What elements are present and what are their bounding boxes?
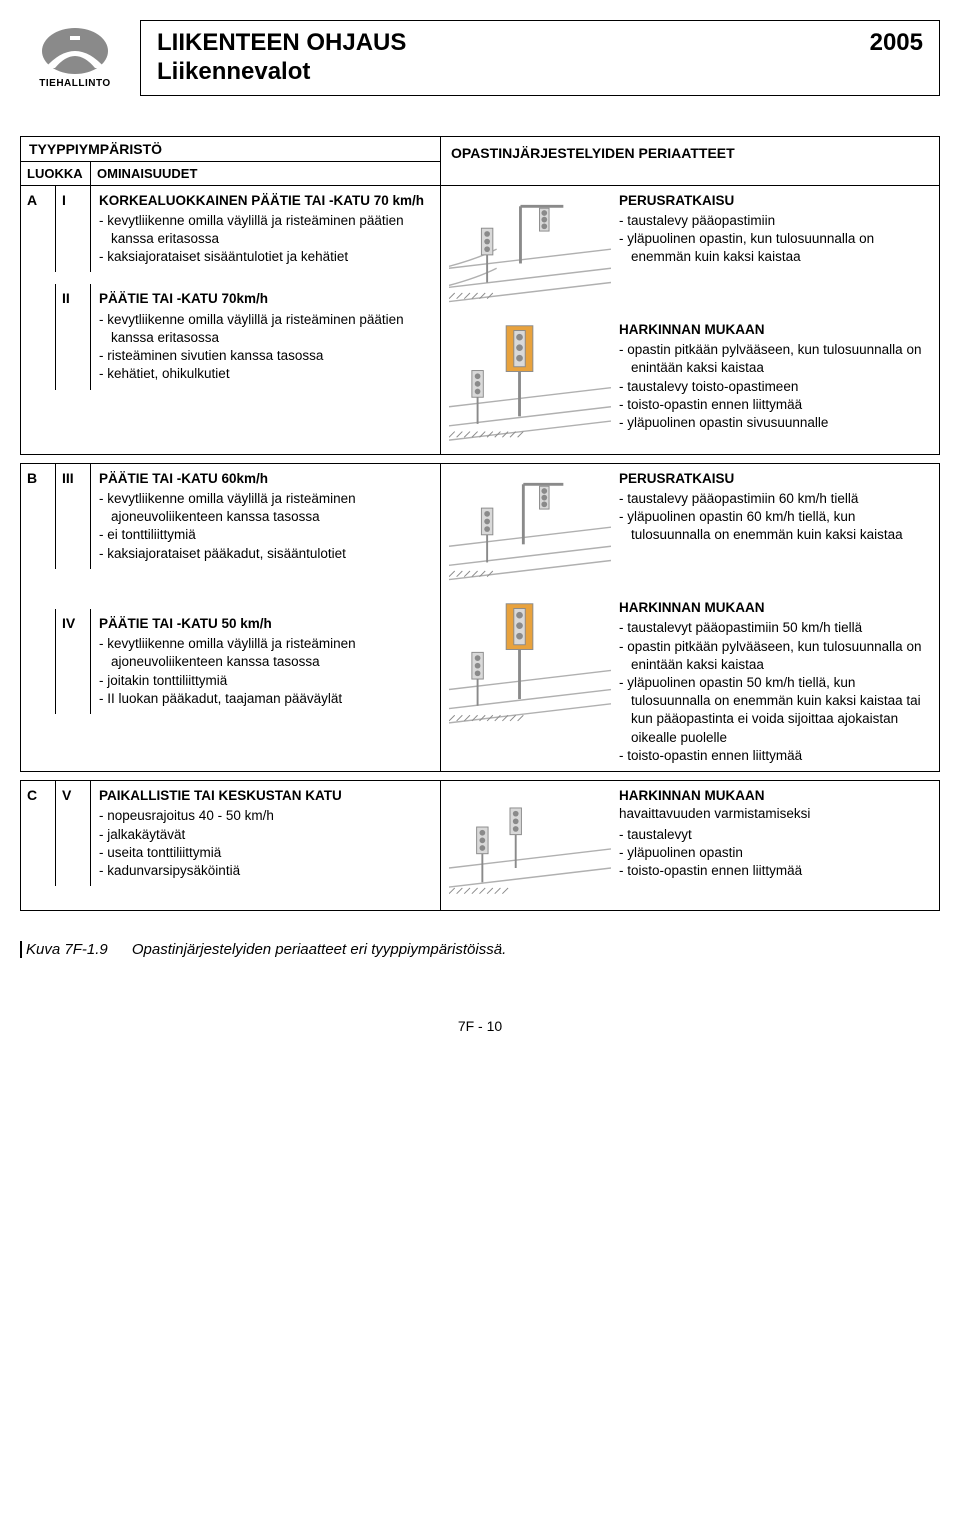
list-item: - nopeusrajoitus 40 - 50 km/h bbox=[99, 807, 432, 825]
title-line1: LIIKENTEEN OHJAUS bbox=[157, 29, 406, 56]
page-header: TIEHALLINTO LIIKENTEEN OHJAUS Liikenneva… bbox=[20, 20, 940, 96]
list-item: - yläpuolinen opastin sivusuunnalle bbox=[619, 414, 931, 432]
section-c: C V PAIKALLISTIE TAI KESKUSTAN KATU - no… bbox=[20, 780, 940, 911]
list-item: - kaksiajorataiset sisääntulotiet ja keh… bbox=[99, 248, 432, 266]
ominaisuudet-heading: OMINAISUUDET bbox=[91, 162, 440, 185]
list-item: - risteäminen sivutien kanssa tasossa bbox=[99, 347, 432, 365]
logo-block: TIEHALLINTO bbox=[20, 20, 140, 96]
section-c-right: HARKINNAN MUKAAN havaittavuuden varmista… bbox=[441, 781, 939, 910]
list-item: - jalkakäytävät bbox=[99, 826, 432, 844]
class-empty bbox=[21, 284, 56, 389]
section-b-right: PERUSRATKAISU - taustalevy pääopastimiin… bbox=[441, 464, 939, 771]
row-a-i-title: KORKEALUOKKAINEN PÄÄTIE TAI -KATU 70 km/… bbox=[99, 192, 432, 210]
perusratkaisu-a: PERUSRATKAISU bbox=[619, 192, 931, 210]
class-iii: III bbox=[56, 464, 91, 569]
list-item: - useita tonttiliittymiä bbox=[99, 844, 432, 862]
row-b-iii-title: PÄÄTIE TAI -KATU 60km/h bbox=[99, 470, 432, 488]
list-item: - kadunvarsipysäköintiä bbox=[99, 862, 432, 880]
doc-year: 2005 bbox=[870, 29, 923, 57]
row-a-ii-items: - kevytliikenne omilla väylillä ja riste… bbox=[99, 311, 432, 384]
list-item: - ei tonttiliittymiä bbox=[99, 526, 432, 544]
list-item: - toisto-opastin ennen liittymää bbox=[619, 747, 931, 765]
row-c-v-title: PAIKALLISTIE TAI KESKUSTAN KATU bbox=[99, 787, 432, 805]
row-c-v-items: - nopeusrajoitus 40 - 50 km/h - jalkakäy… bbox=[99, 807, 432, 880]
list-item: - joitakin tonttiliittymiä bbox=[99, 672, 432, 690]
class-c: C bbox=[21, 781, 56, 886]
harkinnan-a-items: - opastin pitkään pylvääseen, kun tulosu… bbox=[619, 341, 931, 432]
list-item: - opastin pitkään pylvääseen, kun tulosu… bbox=[619, 341, 931, 377]
tyyppi-heading: TYYPPIYMPÄRISTÖ bbox=[21, 137, 440, 161]
logo-label: TIEHALLINTO bbox=[39, 78, 110, 89]
list-item: - kehätiet, ohikulkutiet bbox=[99, 365, 432, 383]
title-box: LIIKENTEEN OHJAUS Liikennevalot 2005 bbox=[140, 20, 940, 96]
row-b-iv: IV PÄÄTIE TAI -KATU 50 km/h - kevytliike… bbox=[21, 609, 440, 714]
harkinnan-c: HARKINNAN MUKAAN bbox=[619, 787, 931, 805]
tiehallinto-logo-icon bbox=[40, 26, 110, 76]
section-a-header: TYYPPIYMPÄRISTÖ LUOKKA OMINAISUUDET OPAS… bbox=[21, 137, 939, 186]
perusratkaisu-b-items: - taustalevy pääopastimiin 60 km/h tiell… bbox=[619, 490, 931, 545]
list-item: - kevytliikenne omilla väylillä ja riste… bbox=[99, 635, 432, 671]
class-v: V bbox=[56, 781, 91, 886]
harkinnan-b-items: - taustalevyt pääopastimiin 50 km/h tiel… bbox=[619, 619, 931, 765]
section-b-left: B III PÄÄTIE TAI -KATU 60km/h - kevytlii… bbox=[21, 464, 441, 771]
row-a-ii: II PÄÄTIE TAI -KATU 70km/h - kevytliiken… bbox=[21, 284, 440, 389]
diagram-a-2 bbox=[449, 321, 619, 448]
list-item: - kevytliikenne omilla väylillä ja riste… bbox=[99, 490, 432, 526]
class-ii: II bbox=[56, 284, 91, 389]
list-item: - kevytliikenne omilla väylillä ja riste… bbox=[99, 311, 432, 347]
class-iv: IV bbox=[56, 609, 91, 714]
section-c-left: C V PAIKALLISTIE TAI KESKUSTAN KATU - no… bbox=[21, 781, 441, 910]
diagram-b-1 bbox=[449, 470, 619, 587]
section-a: TYYPPIYMPÄRISTÖ LUOKKA OMINAISUUDET OPAS… bbox=[20, 136, 940, 455]
list-item: - yläpuolinen opastin, kun tulosuunnalla… bbox=[619, 230, 931, 266]
list-item: - yläpuolinen opastin 60 km/h tiellä, ku… bbox=[619, 508, 931, 544]
row-a-i: A I KORKEALUOKKAINEN PÄÄTIE TAI -KATU 70… bbox=[21, 186, 440, 273]
class-empty bbox=[21, 609, 56, 714]
harkinnan-b: HARKINNAN MUKAAN bbox=[619, 599, 931, 617]
class-i: I bbox=[56, 186, 91, 273]
row-a-ii-title: PÄÄTIE TAI -KATU 70km/h bbox=[99, 290, 432, 308]
diagram-b-2 bbox=[449, 599, 619, 765]
harkinnan-a: HARKINNAN MUKAAN bbox=[619, 321, 931, 339]
section-b: B III PÄÄTIE TAI -KATU 60km/h - kevytlii… bbox=[20, 463, 940, 772]
row-b-iii: B III PÄÄTIE TAI -KATU 60km/h - kevytlii… bbox=[21, 464, 440, 569]
row-a-i-items: - kevytliikenne omilla väylillä ja riste… bbox=[99, 212, 432, 267]
luokka-heading: LUOKKA bbox=[21, 162, 91, 185]
harkinnan-c-pretext: havaittavuuden varmistamiseksi bbox=[619, 805, 931, 823]
row-b-iii-items: - kevytliikenne omilla väylillä ja riste… bbox=[99, 490, 432, 563]
diagram-a-1 bbox=[449, 192, 619, 309]
list-item: - toisto-opastin ennen liittymää bbox=[619, 396, 931, 414]
list-item: - kevytliikenne omilla väylillä ja riste… bbox=[99, 212, 432, 248]
list-item: - kaksiajorataiset pääkadut, sisääntulot… bbox=[99, 545, 432, 563]
perusratkaisu-a-items: - taustalevy pääopastimiin - yläpuolinen… bbox=[619, 212, 931, 267]
section-a-left: A I KORKEALUOKKAINEN PÄÄTIE TAI -KATU 70… bbox=[21, 186, 441, 454]
title-line2: Liikennevalot bbox=[157, 58, 310, 85]
doc-title: LIIKENTEEN OHJAUS Liikennevalot bbox=[157, 29, 406, 87]
row-b-iv-items: - kevytliikenne omilla väylillä ja riste… bbox=[99, 635, 432, 708]
list-item: - yläpuolinen opastin bbox=[619, 844, 931, 862]
list-item: - taustalevy pääopastimiin 60 km/h tiell… bbox=[619, 490, 931, 508]
row-c-v: C V PAIKALLISTIE TAI KESKUSTAN KATU - no… bbox=[21, 781, 440, 886]
opast-heading: OPASTINJÄRJESTELYIDEN PERIAATTEET bbox=[441, 137, 939, 185]
figure-caption: Kuva 7F-1.9 Opastinjärjestelyiden periaa… bbox=[20, 941, 940, 958]
list-item: - II luokan pääkadut, taajaman pääväylät bbox=[99, 690, 432, 708]
list-item: - taustalevy toisto-opastimeen bbox=[619, 378, 931, 396]
row-b-iv-title: PÄÄTIE TAI -KATU 50 km/h bbox=[99, 615, 432, 633]
list-item: - taustalevyt bbox=[619, 826, 931, 844]
page-number: 7F - 10 bbox=[20, 1018, 940, 1034]
caption-text: Opastinjärjestelyiden periaatteet eri ty… bbox=[132, 941, 506, 958]
list-item: - yläpuolinen opastin 50 km/h tiellä, ku… bbox=[619, 674, 931, 747]
list-item: - toisto-opastin ennen liittymää bbox=[619, 862, 931, 880]
section-a-right: PERUSRATKAISU - taustalevy pääopastimiin… bbox=[441, 186, 939, 454]
class-b: B bbox=[21, 464, 56, 569]
list-item: - taustalevyt pääopastimiin 50 km/h tiel… bbox=[619, 619, 931, 637]
list-item: - taustalevy pääopastimiin bbox=[619, 212, 931, 230]
harkinnan-c-items: - taustalevyt - yläpuolinen opastin - to… bbox=[619, 826, 931, 881]
diagram-c bbox=[449, 787, 619, 904]
class-a: A bbox=[21, 186, 56, 273]
perusratkaisu-b: PERUSRATKAISU bbox=[619, 470, 931, 488]
caption-label: Kuva 7F-1.9 bbox=[20, 941, 108, 958]
list-item: - opastin pitkään pylvääseen, kun tulosu… bbox=[619, 638, 931, 674]
